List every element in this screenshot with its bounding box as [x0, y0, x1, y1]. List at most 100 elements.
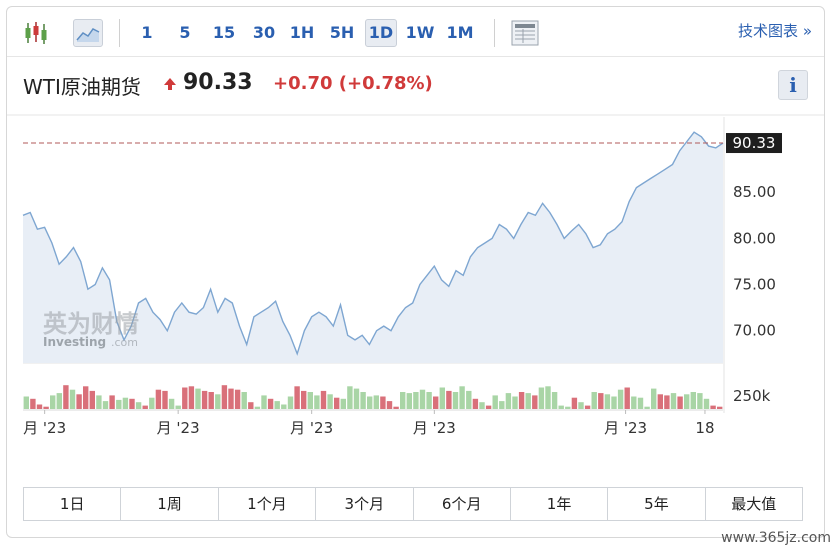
- y-tick-label: 80.00: [733, 229, 776, 247]
- volume-bar: [598, 393, 604, 409]
- interval-15[interactable]: 15: [212, 23, 236, 42]
- price-line: [22, 131, 724, 356]
- volume-bar: [287, 396, 294, 409]
- volume-bar: [360, 392, 366, 409]
- volume-bar: [36, 404, 43, 409]
- volume-bar: [459, 386, 465, 409]
- volume-bar: [419, 389, 426, 409]
- range-1w[interactable]: 1周: [121, 488, 219, 520]
- range-5y[interactable]: 5年: [608, 488, 706, 520]
- volume-bar: [690, 392, 696, 409]
- volume-bar: [102, 401, 109, 409]
- interval-1m[interactable]: 1M: [446, 23, 474, 42]
- y-tick-label: 70.00: [733, 322, 776, 340]
- interval-30[interactable]: 30: [252, 23, 276, 42]
- volume-bar: [512, 396, 518, 409]
- change-percent: (+0.78%): [338, 73, 433, 94]
- volume-bar: [571, 397, 578, 409]
- volume-bar: [472, 398, 479, 409]
- range-max[interactable]: 最大值: [731, 495, 777, 513]
- range-6m[interactable]: 6个月: [414, 488, 511, 520]
- volume-bar: [175, 405, 181, 409]
- x-tick-label: 月 '23: [23, 419, 66, 437]
- volume-bar: [717, 406, 723, 409]
- volume-bar: [373, 395, 379, 409]
- volume-bar: [320, 390, 327, 409]
- volume-bar: [400, 392, 406, 409]
- volume-bar: [122, 397, 129, 409]
- volume-bar: [558, 405, 564, 409]
- volume-bar: [234, 389, 241, 409]
- x-tick-label: 月 '23: [413, 419, 456, 437]
- volume-bar: [30, 398, 36, 409]
- range-3m[interactable]: 3个月: [316, 488, 414, 520]
- volume-bar: [670, 393, 677, 409]
- volume-bar: [380, 396, 386, 409]
- range-1d[interactable]: 1日: [24, 488, 122, 520]
- volume-bar: [479, 402, 485, 409]
- volume-bar: [69, 389, 76, 409]
- up-arrow-icon: [164, 78, 176, 90]
- volume-bar: [301, 390, 307, 409]
- table-icon[interactable]: [511, 20, 539, 46]
- volume-bar: [129, 398, 135, 409]
- volume-bar: [307, 392, 313, 409]
- volume-bar: [697, 393, 703, 409]
- volume-bar: [347, 386, 353, 409]
- interval-1[interactable]: 1: [141, 23, 153, 42]
- candlestick-icon[interactable]: [23, 20, 49, 46]
- toolbar-divider: [494, 19, 495, 47]
- watermark-logo-cn: 英为财情: [43, 310, 139, 338]
- volume-bar: [109, 395, 115, 409]
- range-1y[interactable]: 1年: [511, 488, 609, 520]
- volume-bar: [657, 394, 663, 409]
- volume-bar: [532, 395, 538, 409]
- x-tick-label: 月 '23: [157, 419, 200, 437]
- volume-bar: [162, 390, 168, 409]
- volume-bar: [63, 385, 69, 409]
- volume-bar: [215, 394, 221, 409]
- volume-bar: [353, 388, 360, 409]
- price-change: +0.70 (+0.78%): [273, 73, 433, 94]
- volume-bar: [393, 406, 399, 409]
- volume-bar: [367, 396, 373, 409]
- interval-5[interactable]: 5: [179, 23, 191, 42]
- volume-bar: [43, 406, 49, 409]
- interval-1d[interactable]: 1D: [365, 19, 397, 47]
- volume-bar: [664, 395, 670, 409]
- volume-bar: [314, 395, 320, 409]
- y-tick-label: 85.00: [733, 183, 776, 201]
- instrument-name: WTI原油期货: [23, 75, 141, 99]
- volume-bar: [142, 405, 148, 409]
- range-selector: 1日 1周 1个月 3个月 6个月 1年 5年 最大值: [23, 487, 803, 521]
- range-1m[interactable]: 1个月: [219, 488, 317, 520]
- volume-bar: [56, 393, 62, 409]
- volume-bar: [340, 398, 346, 409]
- volume-bar: [294, 386, 300, 409]
- volume-bar: [433, 396, 439, 409]
- volume-bar: [406, 393, 412, 409]
- volume-bar: [195, 388, 201, 409]
- volume-bar: [281, 404, 287, 409]
- x-tick-label: 月 '23: [604, 419, 647, 437]
- volume-bar: [485, 405, 492, 409]
- interval-1w[interactable]: 1W: [405, 23, 435, 42]
- volume-bar: [551, 392, 558, 409]
- volume-bar: [241, 392, 247, 409]
- volume-bar: [261, 395, 267, 409]
- volume-bar: [624, 387, 630, 409]
- volume-bar: [637, 397, 644, 409]
- interval-1h[interactable]: 1H: [289, 23, 315, 42]
- area-chart-icon[interactable]: [73, 19, 103, 47]
- last-price: 90.33: [183, 70, 253, 95]
- info-button[interactable]: i: [778, 70, 808, 100]
- watermark-logo-en: Investing: [43, 335, 106, 349]
- technical-chart-link[interactable]: 技术图表 »: [738, 22, 812, 40]
- price-area-fill: [23, 132, 723, 363]
- volume-bar: [466, 390, 472, 409]
- volume-bar: [83, 386, 89, 409]
- volume-bar: [684, 394, 690, 409]
- interval-5h[interactable]: 5H: [329, 23, 355, 42]
- volume-bar: [710, 405, 716, 409]
